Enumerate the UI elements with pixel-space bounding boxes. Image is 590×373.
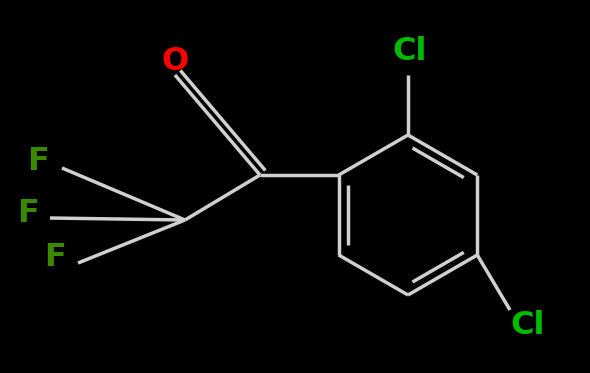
- Text: F: F: [44, 242, 66, 273]
- Text: F: F: [17, 197, 39, 229]
- Text: Cl: Cl: [393, 37, 427, 68]
- Text: F: F: [27, 147, 49, 178]
- Text: O: O: [162, 47, 189, 78]
- Text: Cl: Cl: [511, 310, 545, 341]
